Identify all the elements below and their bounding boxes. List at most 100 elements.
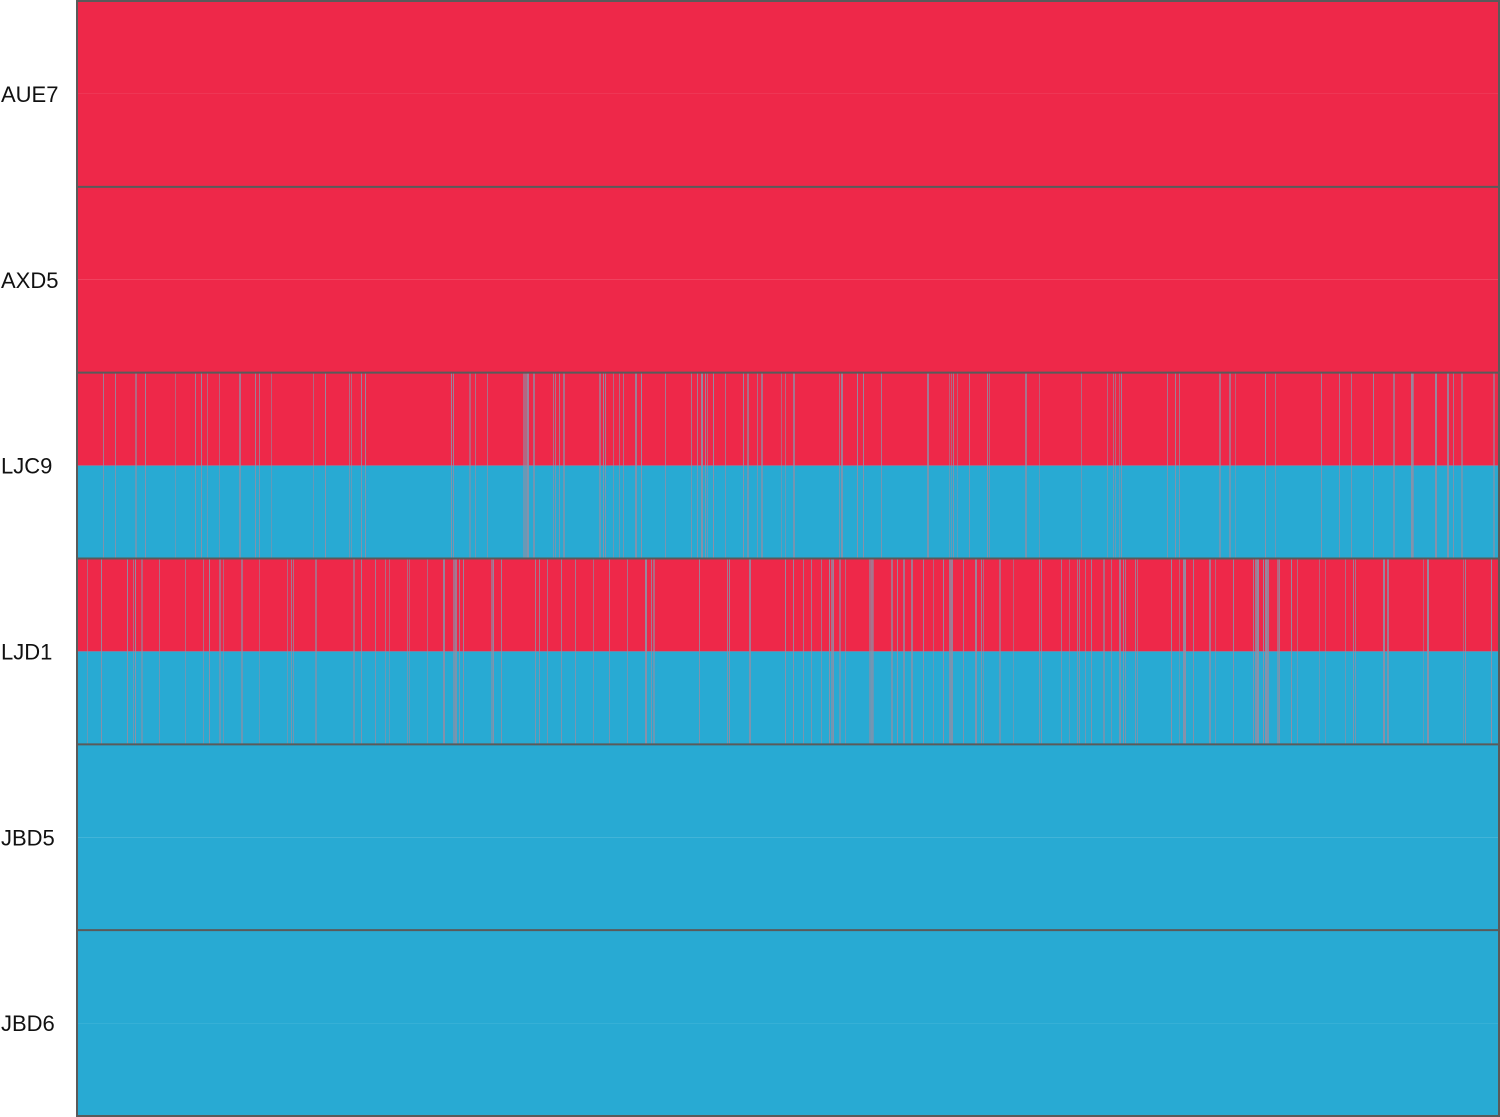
mixed-stripe [239,372,241,559]
mixed-stripe [1345,558,1346,745]
mixed-stripe [361,372,362,559]
mixed-stripe [87,558,88,745]
row-label-ljd1: LJD1 [1,639,52,664]
mixed-stripe [1339,372,1340,559]
mixed-stripes-ljd1 [87,558,1492,745]
mixed-stripe [691,372,692,559]
heatmap-cell-axd5-bottom [77,279,1499,373]
mixed-stripe [325,372,326,559]
heatmap-cell-aue7-top [77,1,1499,94]
mixed-stripe [603,372,604,559]
mixed-stripe [563,372,565,559]
mixed-stripe [1279,558,1280,745]
mixed-stripe [1257,558,1259,745]
mixed-stripe [1119,558,1121,745]
mixed-stripe [743,372,744,559]
mixed-stripe [219,558,221,745]
mixed-stripe [1461,372,1463,559]
mixed-stripe [1387,558,1389,745]
heatmap-cell-ljc9-bottom [77,465,1499,559]
mixed-stripe [781,372,782,559]
mixed-stripe [575,558,576,745]
mixed-stripe [1291,558,1292,745]
heatmap-cell-jbd6-top [77,930,1499,1024]
mixed-stripe [223,558,224,745]
mixed-stripe [841,372,843,559]
mixed-stripe [1463,558,1464,745]
mixed-stripe [201,372,202,559]
mixed-stripe [259,558,260,745]
mixed-stripe [821,558,822,745]
mixed-stripe [1393,372,1395,559]
mixed-stripe [1135,558,1136,745]
mixed-stripe [1125,558,1126,745]
mixed-stripe [1235,372,1236,559]
mixed-stripe [613,372,614,559]
mixed-stripe [969,372,970,559]
mixed-stripe [547,558,548,745]
mixed-stripe [785,372,786,559]
mixed-stripe [135,372,137,559]
mixed-stripe [1413,372,1414,559]
mixed-stripe [811,558,812,745]
mixed-stripe [1319,558,1320,745]
mixed-stripe [1453,372,1454,559]
mixed-stripe [491,558,493,745]
mixed-stripe [1253,558,1254,745]
mixed-stripe [863,372,864,559]
heatmap-cell-axd5-top [77,186,1499,280]
heatmap-cell-ljd1-bottom [77,651,1499,745]
mixed-stripe [175,372,176,559]
row-label-jbd6: JBD6 [1,1011,55,1036]
mixed-stripe [839,558,841,745]
mixed-stripe [101,558,102,745]
mixed-stripe [351,372,352,559]
mixed-stripe [539,558,540,745]
row-borders [76,0,1500,1117]
mixed-stripe [127,558,128,745]
mixed-stripe [803,558,804,745]
mixed-stripe [389,558,390,745]
heatmap-cell-ljc9-top [77,372,1499,466]
mixed-stripe [535,558,536,745]
mixed-stripe [627,558,628,745]
mixed-stripe [707,372,708,559]
mixed-stripe [409,558,410,745]
mixed-stripe [653,558,655,745]
mixed-stripe [527,372,529,559]
mixed-stripe [365,372,366,559]
mixed-stripe [891,558,893,745]
mixed-stripe [729,558,730,745]
mixed-stripe [1081,372,1082,559]
mixed-stripe [705,372,706,559]
mixed-stripe [375,558,376,745]
mixed-stripe [839,372,840,559]
mixed-stripe [1179,372,1180,559]
mixed-stripe [361,558,362,745]
mixed-stripe [463,558,464,745]
mixed-stripe [949,558,951,745]
mixed-stripe [1209,558,1211,745]
mixed-stripe [951,558,953,745]
mixed-stripe [443,558,445,745]
mixed-stripe [869,558,871,745]
mixed-stripe [1233,558,1234,745]
mixed-stripe [1091,558,1092,745]
mixed-stripe [749,558,751,745]
mixed-stripe [975,558,977,745]
mixed-stripe [1121,372,1122,559]
mixed-stripe [159,558,160,745]
mixed-stripe [857,372,858,559]
mixed-stripe [727,558,728,745]
mixed-stripe [349,372,350,559]
mixed-stripe [1079,558,1080,745]
mixed-stripe [207,372,208,559]
mixed-stripe [559,372,560,559]
mixed-stripe [645,558,647,745]
heatmap-cell-jbd5-top [77,744,1499,838]
mixed-stripe [1039,558,1040,745]
mixed-stripe [651,558,652,745]
mixed-stripe [1265,558,1267,745]
mixed-stripe [831,558,833,745]
